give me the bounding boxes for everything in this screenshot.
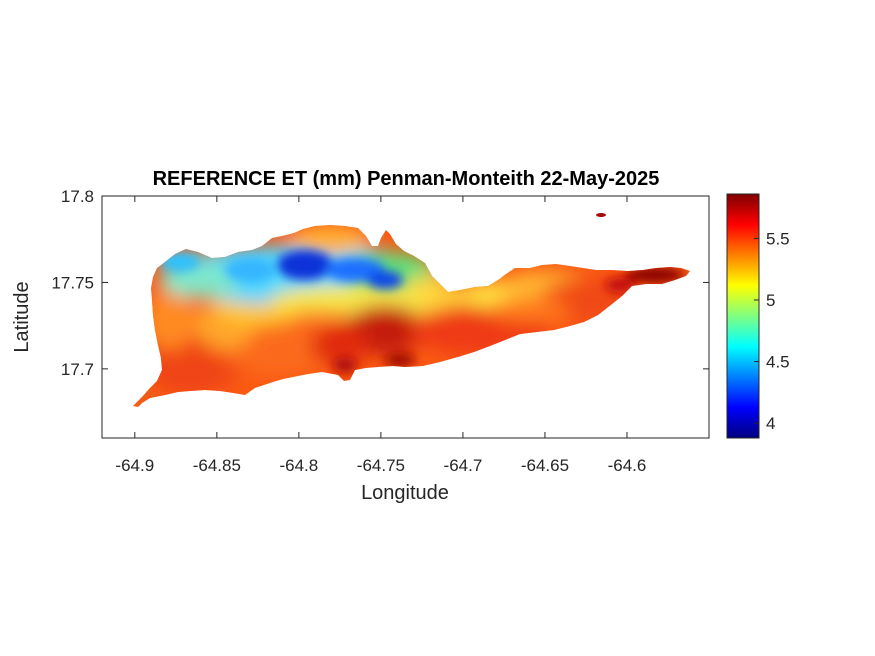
y-tick-label-2: 17.8 [61, 187, 94, 206]
y-axis: 17.7 17.75 17.8 [51, 187, 709, 379]
colorbar-tick-label-1: 4.5 [766, 353, 790, 372]
chart-title: REFERENCE ET (mm) Penman-Monteith 22-May… [153, 168, 660, 190]
x-axis-label: Longitude [361, 482, 449, 504]
colorbar-tick-label-0: 4 [766, 414, 775, 433]
x-tick-label-1: -64.85 [193, 456, 241, 475]
et-surface [133, 213, 690, 407]
x-tick-label-2: -64.8 [279, 456, 318, 475]
colorbar-tick-label-3: 5.5 [766, 229, 790, 248]
x-tick-label-5: -64.65 [521, 456, 569, 475]
y-axis-label: Latitude [11, 281, 33, 352]
x-tick-label-0: -64.9 [115, 456, 154, 475]
x-tick-label-3: -64.75 [357, 456, 405, 475]
colorbar: 4 4.5 5 5.5 [726, 193, 790, 439]
colorbar-tick-label-2: 5 [766, 291, 775, 310]
x-tick-label-4: -64.7 [444, 456, 483, 475]
plot-area [101, 195, 710, 439]
x-axis: -64.9 -64.85 -64.8 -64.75 -64.7 -64.65 -64.6 [115, 196, 646, 475]
y-tick-label-1: 17.75 [51, 273, 94, 292]
y-tick-label-0: 17.7 [61, 360, 94, 379]
x-tick-label-6: -64.6 [608, 456, 647, 475]
